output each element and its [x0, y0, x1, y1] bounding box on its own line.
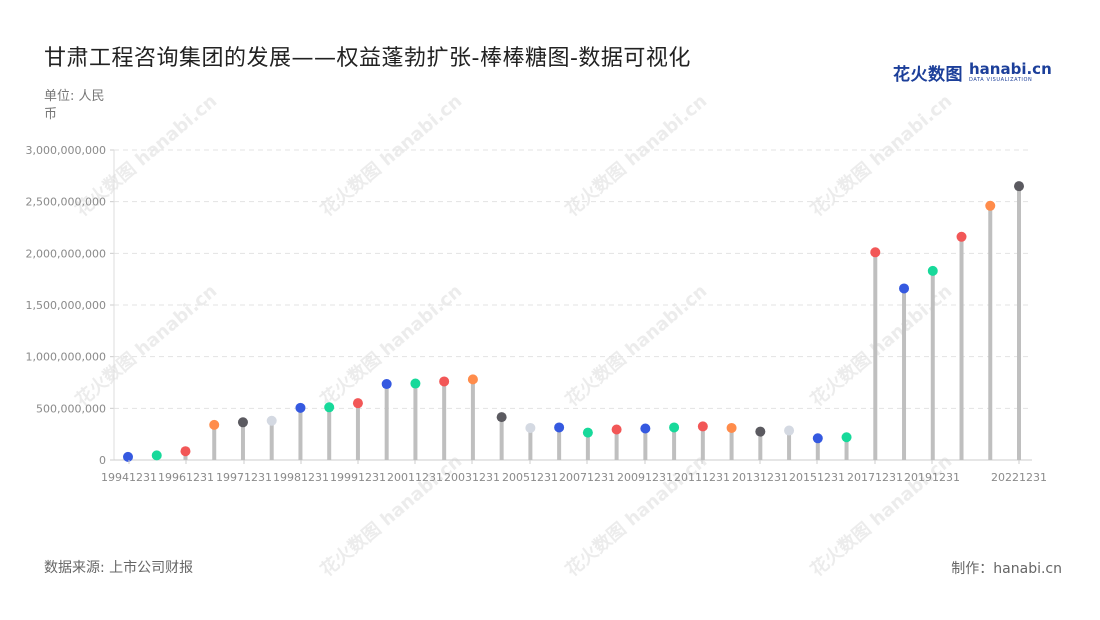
lollipop-dot	[582, 427, 593, 438]
lollipop-dot	[209, 419, 220, 430]
lollipop-dot	[784, 425, 795, 436]
y-tick-label: 2,000,000,000	[26, 247, 106, 260]
x-tick-label: 20011231	[387, 471, 443, 484]
lollipop-dot	[985, 200, 996, 211]
lollipop-dot	[697, 421, 708, 432]
watermark-text: 花火数图 hanabi.cn	[316, 450, 466, 581]
x-axis: 19941231 19961231 19971231 19981231 19991231…	[101, 460, 1047, 484]
lollipop-dot	[123, 451, 133, 462]
x-tick-label: 20151231	[789, 471, 845, 484]
watermark-text: 花火数图 hanabi.cn	[316, 90, 466, 221]
watermark-text: 花火数图 hanabi.cn	[806, 450, 956, 581]
lollipop-dot	[927, 265, 938, 276]
lollipop-dot	[266, 415, 277, 426]
logo-en-text: hanabi.cn	[969, 60, 1052, 78]
logo-cn-text: 花火数图	[893, 65, 963, 85]
unit-label: 单位: 人民币	[44, 89, 105, 122]
y-tick-label: 500,000,000	[36, 402, 106, 415]
lollipop-dot	[439, 376, 450, 387]
y-tick-label: 3,000,000,000	[26, 144, 106, 157]
lollipop-dot	[467, 374, 478, 385]
lollipop-dot	[237, 417, 248, 428]
lollipop-dot	[812, 433, 823, 444]
brand-logo: 花火数图 hanabi.cn DATA VISUALIZATION	[893, 60, 1052, 86]
lollipop-dot	[324, 402, 335, 413]
logo-en-block: hanabi.cn DATA VISUALIZATION	[969, 62, 1052, 83]
lollipop-dot	[180, 446, 191, 457]
logo-sub-text: DATA VISUALIZATION	[969, 77, 1033, 83]
x-tick-label: 20171231	[847, 471, 903, 484]
x-tick-label: 19991231	[330, 471, 386, 484]
x-tick-label: 19961231	[158, 471, 214, 484]
watermark-text: 花火数图 hanabi.cn	[561, 450, 711, 581]
credit-label: 制作：hanabi.cn	[951, 561, 1062, 577]
lollipop-dot	[669, 422, 680, 433]
lollipop-dot	[381, 379, 392, 390]
lollipop-dot	[726, 422, 737, 433]
y-tick-label: 1,000,000,000	[26, 351, 106, 364]
x-tick-label: 20071231	[559, 471, 615, 484]
watermark-text: 花火数图 hanabi.cn	[561, 280, 711, 411]
x-tick-label: 19981231	[273, 471, 329, 484]
x-tick-label: 20051231	[502, 471, 558, 484]
x-tick-label: 20221231	[991, 471, 1047, 484]
y-tick-label: 1,500,000,000	[26, 299, 106, 312]
lollipop-stems	[126, 186, 1021, 460]
x-tick-label: 20111231	[674, 471, 730, 484]
lollipop-dot	[554, 422, 565, 433]
lollipop-dots	[123, 181, 1024, 462]
x-tick-label: 20191231	[904, 471, 960, 484]
lollipop-dot	[151, 450, 162, 461]
lollipop-dot	[496, 412, 507, 423]
lollipop-dot	[841, 432, 852, 443]
lollipop-dot	[611, 424, 622, 435]
grid-lines	[114, 149, 1032, 409]
lollipop-dot	[755, 426, 766, 437]
data-source-label: 数据来源: 上市公司财报	[44, 560, 194, 576]
lollipop-dot	[410, 378, 421, 389]
lollipop-dot	[1014, 181, 1024, 192]
x-tick-label: 19971231	[216, 471, 272, 484]
lollipop-dot	[956, 231, 967, 242]
y-tick-label: 2,500,000,000	[26, 196, 106, 209]
y-axis: 0 500,000,000 1,000,000,000 1,500,000,000 2,…	[26, 144, 1032, 467]
y-tick-label: 0	[99, 454, 106, 467]
x-tick-label: 20031231	[444, 471, 500, 484]
chart-title: 甘肃工程咨询集团的发展——权益蓬勃扩张-棒棒糖图-数据可视化	[44, 46, 691, 71]
lollipop-dot	[525, 422, 536, 433]
lollipop-dot	[352, 398, 363, 409]
x-tick-label: 20131231	[732, 471, 788, 484]
lollipop-dot	[640, 423, 651, 434]
watermark-layer: 花火数图 hanabi.cn 花火数图 hanabi.cn 花火数图 hanabi.…	[71, 90, 956, 581]
lollipop-dot	[295, 402, 306, 413]
x-tick-label: 19941231	[101, 471, 157, 484]
lollipop-dot	[899, 283, 910, 294]
x-tick-label: 20091231	[617, 471, 673, 484]
lollipop-dot	[870, 247, 881, 258]
